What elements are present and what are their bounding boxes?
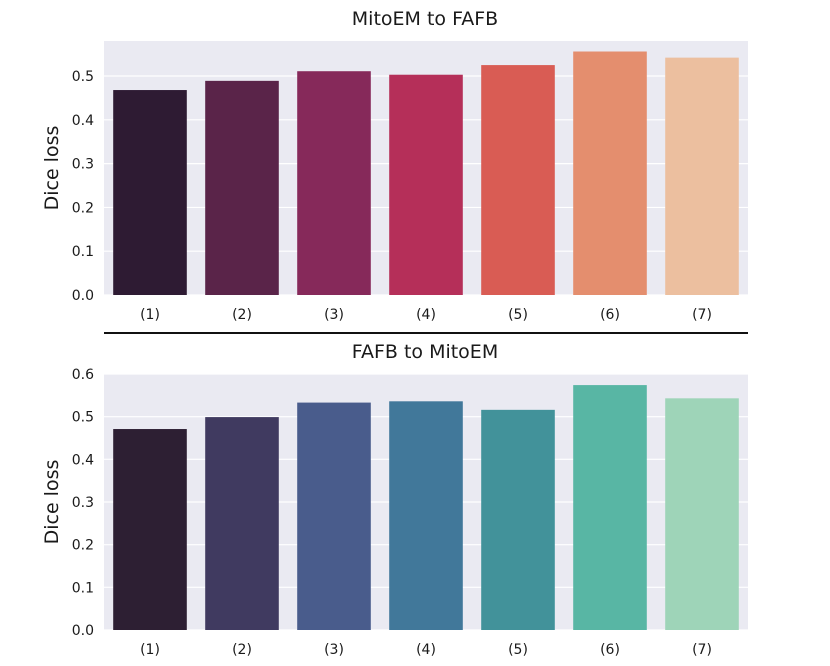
x-tick-label: (6) bbox=[600, 642, 620, 658]
x-tick-label: (2) bbox=[232, 307, 252, 323]
x-tick-label: (5) bbox=[508, 307, 528, 323]
x-tick-label: (6) bbox=[600, 307, 620, 323]
y-axis-label: Dice loss bbox=[41, 460, 63, 545]
bar bbox=[113, 429, 187, 630]
y-tick-label: 0.1 bbox=[72, 580, 94, 596]
bar bbox=[297, 71, 371, 295]
chart-mitoem-to-fafb: MitoEM to FAFB 0.0 0.1 0.2 0.3 0.4 0.5 (1) (2)… bbox=[41, 8, 748, 323]
chart-title: MitoEM to FAFB bbox=[352, 8, 498, 30]
chart-title: FAFB to MitoEM bbox=[352, 341, 498, 363]
y-tick-label: 0.3 bbox=[72, 495, 94, 511]
x-tick-label: (7) bbox=[692, 642, 712, 658]
bar bbox=[481, 409, 555, 630]
y-tick-label: 0.5 bbox=[72, 69, 94, 85]
bar bbox=[205, 417, 279, 630]
y-tick-label: 0.1 bbox=[72, 244, 94, 260]
x-tick-label: (2) bbox=[232, 642, 252, 658]
bar bbox=[389, 401, 463, 630]
bars bbox=[113, 51, 739, 296]
x-tick-label: (3) bbox=[324, 642, 344, 658]
x-tick-labels: (1) (2) (3) (4) (5) (6) (7) bbox=[140, 642, 712, 658]
y-tick-labels: 0.0 0.1 0.2 0.3 0.4 0.5 bbox=[72, 69, 94, 304]
bar bbox=[665, 398, 739, 630]
y-tick-label: 0.4 bbox=[72, 113, 94, 129]
x-tick-label: (1) bbox=[140, 642, 160, 658]
x-tick-label: (1) bbox=[140, 307, 160, 323]
x-tick-label: (5) bbox=[508, 642, 528, 658]
bar bbox=[573, 51, 647, 295]
y-tick-label: 0.2 bbox=[72, 200, 94, 216]
x-tick-labels: (1) (2) (3) (4) (5) (6) (7) bbox=[140, 307, 712, 323]
y-tick-label: 0.0 bbox=[72, 623, 94, 639]
bar bbox=[481, 65, 555, 295]
bar bbox=[665, 57, 739, 295]
bar bbox=[389, 74, 463, 295]
x-tick-label: (4) bbox=[416, 642, 436, 658]
bars bbox=[113, 385, 739, 630]
bar bbox=[113, 90, 187, 295]
y-tick-label: 0.6 bbox=[72, 367, 94, 383]
y-tick-label: 0.2 bbox=[72, 538, 94, 554]
x-tick-label: (4) bbox=[416, 307, 436, 323]
chart-fafb-to-mitoem: FAFB to MitoEM 0.0 0.1 0.2 0.3 0.4 0.5 0.6 (1)… bbox=[41, 341, 748, 658]
y-tick-label: 0.4 bbox=[72, 452, 94, 468]
bar bbox=[573, 385, 647, 630]
y-axis-label: Dice loss bbox=[41, 126, 63, 211]
bar bbox=[297, 402, 371, 630]
y-tick-label: 0.3 bbox=[72, 157, 94, 173]
x-tick-label: (7) bbox=[692, 307, 712, 323]
y-tick-label: 0.0 bbox=[72, 288, 94, 304]
bar bbox=[205, 80, 279, 296]
y-tick-labels: 0.0 0.1 0.2 0.3 0.4 0.5 0.6 bbox=[72, 367, 94, 639]
x-tick-label: (3) bbox=[324, 307, 344, 323]
y-tick-label: 0.5 bbox=[72, 410, 94, 426]
